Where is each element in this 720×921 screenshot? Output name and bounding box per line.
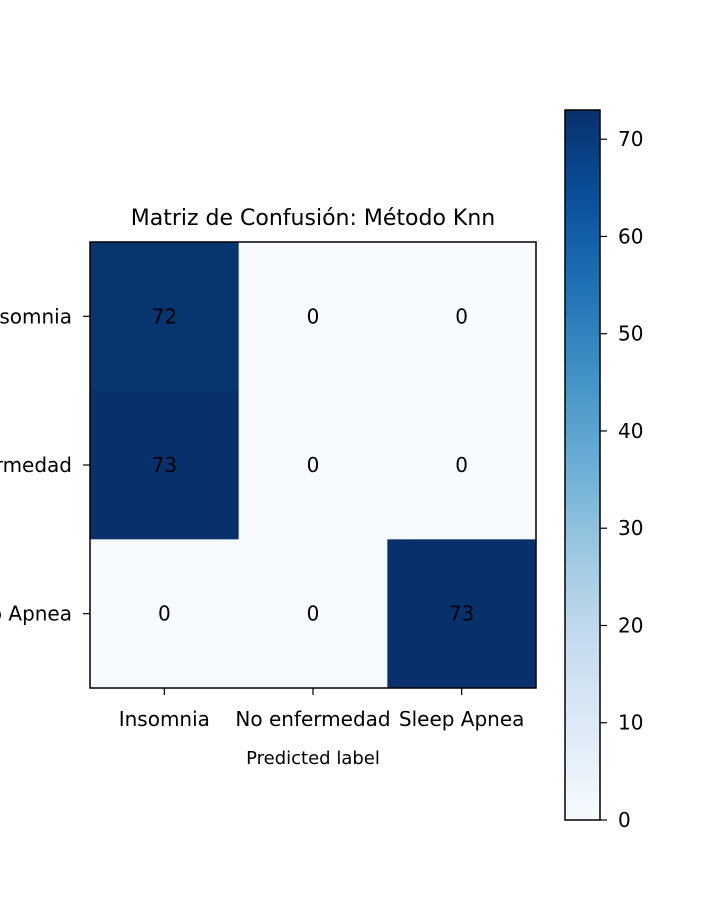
x-tick-label: Insomnia bbox=[119, 707, 210, 731]
colorbar-tick-label: 60 bbox=[618, 224, 643, 248]
cell-value-label: 0 bbox=[158, 602, 171, 626]
colorbar-tick-label: 10 bbox=[618, 711, 643, 735]
chart-title: Matriz de Confusión: Método Knn bbox=[131, 206, 495, 231]
cell-value-label: 0 bbox=[307, 453, 320, 477]
colorbar-tick-label: 40 bbox=[618, 419, 643, 443]
y-tick-label: No enfermedad bbox=[0, 453, 72, 477]
cell-value-label: 0 bbox=[307, 602, 320, 626]
colorbar: 0 10 20 30 40 50 60 70 bbox=[564, 109, 643, 832]
heatmap-cell bbox=[238, 539, 388, 688]
colorbar-ticks: 0 10 20 30 40 50 60 70 bbox=[600, 127, 643, 832]
y-axis-ticks: Insomnia No enfermedad Sleep Apnea bbox=[0, 304, 90, 626]
y-tick-label: Insomnia bbox=[0, 304, 72, 328]
cell-value-label: 0 bbox=[455, 304, 468, 328]
cell-value-label: 0 bbox=[455, 453, 468, 477]
heatmap-cell bbox=[238, 390, 388, 540]
heatmap-cells bbox=[90, 242, 536, 688]
colorbar-gradient bbox=[564, 109, 601, 821]
colorbar-tick-label: 50 bbox=[618, 322, 643, 346]
heatmap-cell bbox=[90, 390, 240, 540]
cell-value-labels: 72 0 0 73 0 0 0 0 73 bbox=[152, 304, 475, 625]
cell-value-label: 0 bbox=[307, 304, 320, 328]
heatmap-cell bbox=[90, 539, 240, 688]
colorbar-tick-label: 0 bbox=[618, 808, 631, 832]
heatmap-cell bbox=[387, 539, 536, 688]
heatmap-cell bbox=[387, 390, 536, 540]
colorbar-tick-label: 20 bbox=[618, 613, 643, 637]
x-axis-label: Predicted label bbox=[246, 748, 380, 769]
heatmap-cell bbox=[387, 242, 536, 392]
x-axis-ticks: Insomnia No enfermedad Sleep Apnea bbox=[119, 688, 525, 731]
heatmap-cell bbox=[238, 242, 388, 392]
x-tick-label: No enfermedad bbox=[235, 707, 390, 731]
heatmap-cell bbox=[90, 242, 240, 392]
y-tick-label: Sleep Apnea bbox=[0, 602, 72, 626]
colorbar-tick-label: 30 bbox=[618, 516, 643, 540]
cell-value-label: 73 bbox=[152, 453, 177, 477]
x-tick-label: Sleep Apnea bbox=[399, 707, 525, 731]
colorbar-tick-label: 70 bbox=[618, 127, 643, 151]
cell-value-label: 72 bbox=[152, 304, 177, 328]
cell-value-label: 73 bbox=[449, 602, 474, 626]
plot-area: 72 0 0 73 0 0 0 0 73 bbox=[90, 242, 536, 688]
